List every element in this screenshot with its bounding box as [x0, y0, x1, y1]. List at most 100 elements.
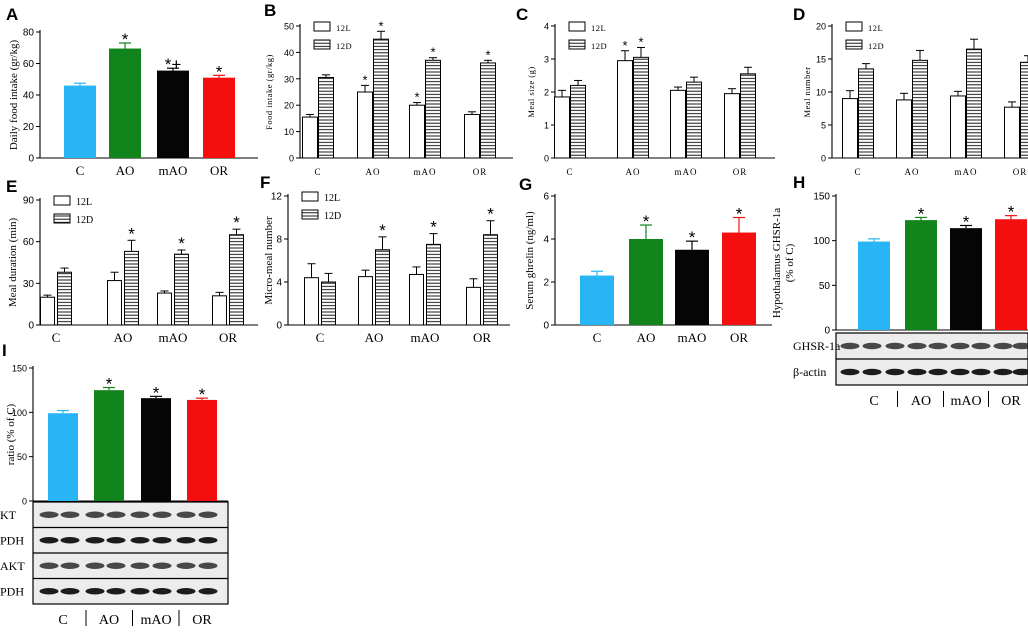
y-tick-label: 0: [28, 321, 34, 332]
y-tick-label: 100: [12, 408, 27, 418]
x-tick-label: mAO: [675, 167, 698, 177]
significance-marker: *: [153, 383, 160, 402]
x-tick-label: C: [314, 167, 321, 177]
y-tick-label: 2: [544, 88, 549, 98]
legend-swatch-12d: [845, 39, 863, 50]
blot-band: [198, 562, 218, 569]
significance-marker: *: [622, 38, 627, 53]
legend-label-12l: 12L: [591, 23, 606, 33]
blot-row-label: PDH: [0, 533, 24, 547]
blot-band: [1012, 368, 1028, 376]
bar-12d-or: [480, 62, 496, 159]
bar-12l-ao: [357, 91, 373, 159]
blot-lane-label: OR: [1001, 394, 1021, 409]
panel-d: D 0 5 10 15 20 Meal number C AO mAO OR 12L 12D: [793, 5, 1028, 177]
bar-12d-or: [740, 73, 756, 159]
bar-c: [858, 241, 890, 330]
bar-ao: [109, 48, 141, 158]
x-tick-label: C: [593, 330, 602, 345]
blot-band: [39, 588, 59, 595]
panel-c: C 0 1 2 3 4 Meal size (g) C AO mAO OR * * 12L 12D: [516, 5, 775, 177]
y-tick-label: 15: [816, 55, 826, 65]
x-tick-label: C: [566, 167, 573, 177]
bar-mao: [950, 228, 982, 330]
bar-12l-mao: [409, 104, 425, 159]
significance-marker: *: [178, 234, 185, 253]
blot-band: [106, 537, 126, 544]
y-tick-label: 5: [821, 121, 826, 131]
blot-band: [106, 511, 126, 518]
significance-marker: *: [918, 204, 925, 223]
bar-12l-mao: [950, 95, 966, 159]
blot-band: [176, 562, 196, 569]
bar-12l-ao: [896, 99, 912, 159]
legend-label-12d: 12D: [591, 41, 607, 51]
legend-label-12l: 12L: [76, 197, 92, 208]
blot-band: [39, 537, 59, 544]
x-tick-label: mAO: [159, 330, 188, 345]
panel-label-a: A: [6, 5, 18, 24]
bar-12d-ao: [375, 249, 390, 326]
legend-label-12d: 12D: [336, 41, 352, 51]
blot-band: [885, 342, 905, 350]
blot-band: [993, 368, 1013, 376]
blot-band: [60, 588, 80, 595]
y-axis-label: Hypothalamus GHSR-1a: [771, 208, 783, 318]
legend-label-12l: 12L: [324, 193, 340, 204]
x-tick-label: mAO: [955, 167, 978, 177]
bar-ao: [94, 390, 124, 501]
blot-lane-label: OR: [192, 613, 212, 628]
blot-band: [130, 588, 150, 595]
y-tick-label: 150: [12, 364, 27, 374]
y-tick-label: 10: [816, 88, 826, 98]
y-axis-label: Meal size (g): [526, 66, 536, 117]
y-tick-label: 6: [543, 192, 549, 203]
bar-12d-or: [229, 234, 244, 326]
blot-band: [152, 511, 172, 518]
blot-lane-label: C: [869, 394, 878, 409]
y-tick-label: 150: [813, 192, 830, 203]
blot-band: [993, 342, 1013, 350]
bar-12l-mao: [670, 89, 686, 159]
bar-12l-ao: [617, 60, 633, 159]
panel-h: H 0 50 100 150 Hypothalamus GHSR-1a (% of C) * *…: [771, 173, 1028, 409]
blot-band: [85, 562, 105, 569]
y-axis-label: Micro-meal number: [263, 216, 275, 305]
blot-band: [198, 511, 218, 518]
blot-band: [176, 537, 196, 544]
blot-band: [60, 537, 80, 544]
panel-label-h: H: [793, 173, 805, 192]
bar-12d-mao: [426, 243, 441, 326]
bar-12d-mao: [174, 253, 189, 326]
blot-band: [152, 562, 172, 569]
legend-label-12d: 12D: [324, 211, 341, 222]
bar-c: [48, 413, 78, 501]
bar-12d-ao: [373, 38, 389, 159]
bar-12l-c: [302, 116, 318, 159]
bar-12d-c: [570, 84, 586, 159]
y-tick-label: 4: [543, 235, 549, 246]
legend-swatch-12l: [301, 191, 319, 202]
blot-lane-label: mAO: [140, 613, 171, 628]
blot-row-label: β-actin: [793, 365, 826, 379]
y-tick-label: 30: [23, 279, 35, 290]
blot-band: [106, 588, 126, 595]
blot-band: [971, 368, 991, 376]
y-axis-label: Serum ghrelin (ng/ml): [524, 211, 536, 310]
bar-12d-ao: [124, 250, 139, 326]
legend-label-12l: 12L: [868, 23, 883, 33]
significance-marker: *: [963, 212, 970, 231]
blot-row-label: AKT: [0, 559, 25, 573]
y-tick-label: 1: [544, 121, 549, 131]
y-tick-label: 0: [543, 321, 549, 332]
x-tick-label: C: [76, 163, 85, 178]
blot-band: [907, 368, 927, 376]
legend-swatch-12d: [568, 39, 586, 50]
significance-marker: *: [736, 205, 743, 224]
y-tick-label: 8: [276, 235, 282, 246]
y-tick-label: 40: [23, 91, 35, 102]
x-tick-label: mAO: [414, 167, 437, 177]
significance-marker: *: [122, 30, 129, 49]
panel-label-i: I: [2, 341, 7, 360]
